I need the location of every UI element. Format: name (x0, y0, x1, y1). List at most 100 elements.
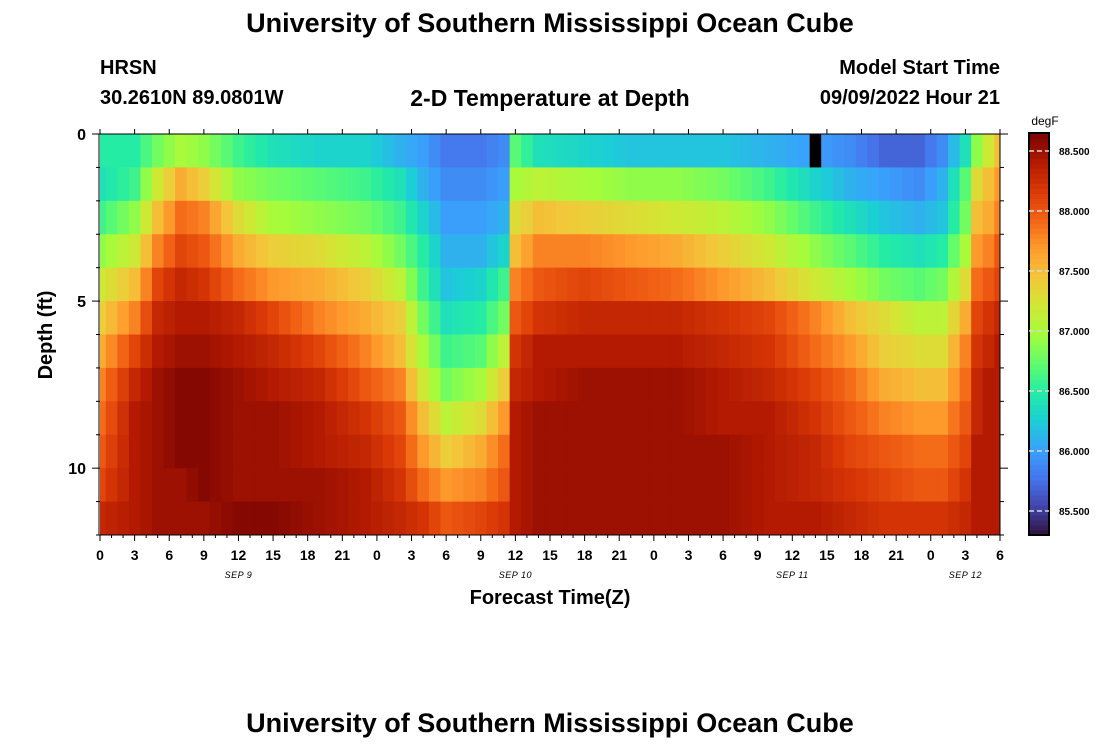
heatmap-cell (694, 301, 707, 335)
heatmap-cell (809, 134, 822, 168)
heatmap-cell (348, 134, 361, 168)
heatmap-cell (948, 334, 961, 369)
colorbar-segment (1029, 203, 1049, 209)
heatmap-cell (313, 334, 326, 369)
heatmap-cell (705, 301, 718, 335)
heatmap-cell (117, 367, 130, 402)
heatmap-cell (890, 501, 903, 536)
heatmap-cell (636, 301, 649, 335)
colorbar-segment (1029, 449, 1049, 456)
heatmap-cell (475, 301, 487, 335)
heatmap-cell (382, 334, 395, 369)
colorbar-segment (1029, 369, 1049, 375)
heatmap-cell (209, 200, 222, 235)
heatmap-cell (509, 468, 522, 503)
heatmap-cell (775, 234, 787, 269)
heatmap-cell (567, 134, 580, 168)
heatmap-cell (925, 501, 937, 536)
heatmap-cell (371, 134, 384, 168)
heatmap-cell (832, 367, 845, 402)
colorbar-segment (1029, 469, 1049, 476)
colorbar: 85.500 86.000 86.500 87.000 87.500 88.000 88.5… (1028, 132, 1090, 536)
heatmap-cell (671, 267, 684, 302)
heatmap-cell (555, 134, 568, 168)
colorbar-segment (1029, 198, 1049, 204)
heatmap-cell (948, 301, 961, 335)
heatmap-cell (844, 434, 857, 469)
heatmap-cell (821, 267, 834, 302)
heatmap-cell (117, 234, 130, 269)
heatmap-cell (717, 301, 730, 335)
heatmap-cell (705, 401, 718, 436)
heatmap-cell (313, 301, 326, 335)
heatmap-cell (878, 301, 891, 335)
colorbar-segment (1029, 484, 1049, 491)
heatmap-cell (140, 334, 153, 369)
heatmap-cell (717, 501, 730, 536)
heatmap-cell (336, 434, 349, 469)
heatmap-cell (428, 301, 441, 335)
heatmap-cell (486, 134, 499, 168)
colorbar-segment (1029, 293, 1049, 300)
heatmap-cell (878, 167, 891, 202)
heatmap-cell (382, 134, 395, 168)
heatmap-cell (971, 234, 984, 269)
heatmap-cell (117, 167, 130, 202)
heatmap-cell (844, 468, 857, 503)
heatmap-cell (440, 234, 453, 269)
heatmap-cell (521, 267, 534, 302)
heatmap-cell (682, 401, 695, 436)
heatmap-cell (498, 401, 511, 436)
heatmap-cell (601, 200, 614, 235)
x-tick-label: 21 (611, 547, 627, 563)
heatmap-cell (267, 401, 280, 436)
heatmap-cell (140, 501, 153, 536)
heatmap-cell (936, 134, 949, 168)
heatmap-cell (959, 367, 972, 402)
heatmap-cell (855, 267, 868, 302)
colorbar-segment (1029, 318, 1049, 325)
colorbar-segment (1029, 168, 1049, 174)
heatmap-cell (671, 468, 684, 503)
heatmap-cell (682, 234, 695, 269)
colorbar-tick-label: 86.500 (1059, 387, 1090, 398)
heatmap-cell (117, 334, 130, 369)
heatmap-cell (278, 301, 291, 335)
heatmap-cell (578, 267, 591, 302)
colorbar-segment (1029, 143, 1049, 149)
heatmap-cell (948, 267, 961, 302)
heatmap-cell (555, 468, 568, 503)
heatmap-cell (498, 334, 511, 369)
heatmap-cell (728, 401, 741, 436)
heatmap-cell (394, 501, 407, 536)
colorbar-segment (1029, 509, 1049, 516)
heatmap-cell (186, 401, 199, 436)
heatmap-cell (867, 501, 880, 536)
heatmap-cell (255, 434, 268, 469)
heatmap-cell (198, 468, 211, 503)
heatmap-cell (371, 200, 384, 235)
station-coords: 30.2610N 89.0801W (100, 87, 284, 109)
heatmap-cell (671, 167, 684, 202)
heatmap-cell (844, 401, 857, 436)
heatmap-cell (394, 167, 407, 202)
heatmap-cell (209, 234, 222, 269)
heatmap-cell (359, 134, 372, 168)
heatmap-cell (867, 334, 880, 369)
heatmap-cell (498, 468, 511, 503)
heatmap-cell (648, 234, 661, 269)
heatmap-cell (186, 200, 199, 235)
heatmap-cell (186, 468, 199, 503)
heatmap-cell (763, 434, 776, 469)
heatmap-cell (659, 134, 672, 168)
heatmap-cell (440, 200, 453, 235)
heatmap-cell (694, 434, 707, 469)
heatmap-cell (578, 401, 591, 436)
heatmap-cell (694, 167, 707, 202)
heatmap-cell (371, 367, 384, 402)
colorbar-tick-label: 86.000 (1059, 447, 1090, 458)
heatmap-cell (855, 367, 868, 402)
heatmap-cell (775, 468, 787, 503)
heatmap-cell (428, 134, 441, 168)
heatmap-cell (694, 134, 707, 168)
